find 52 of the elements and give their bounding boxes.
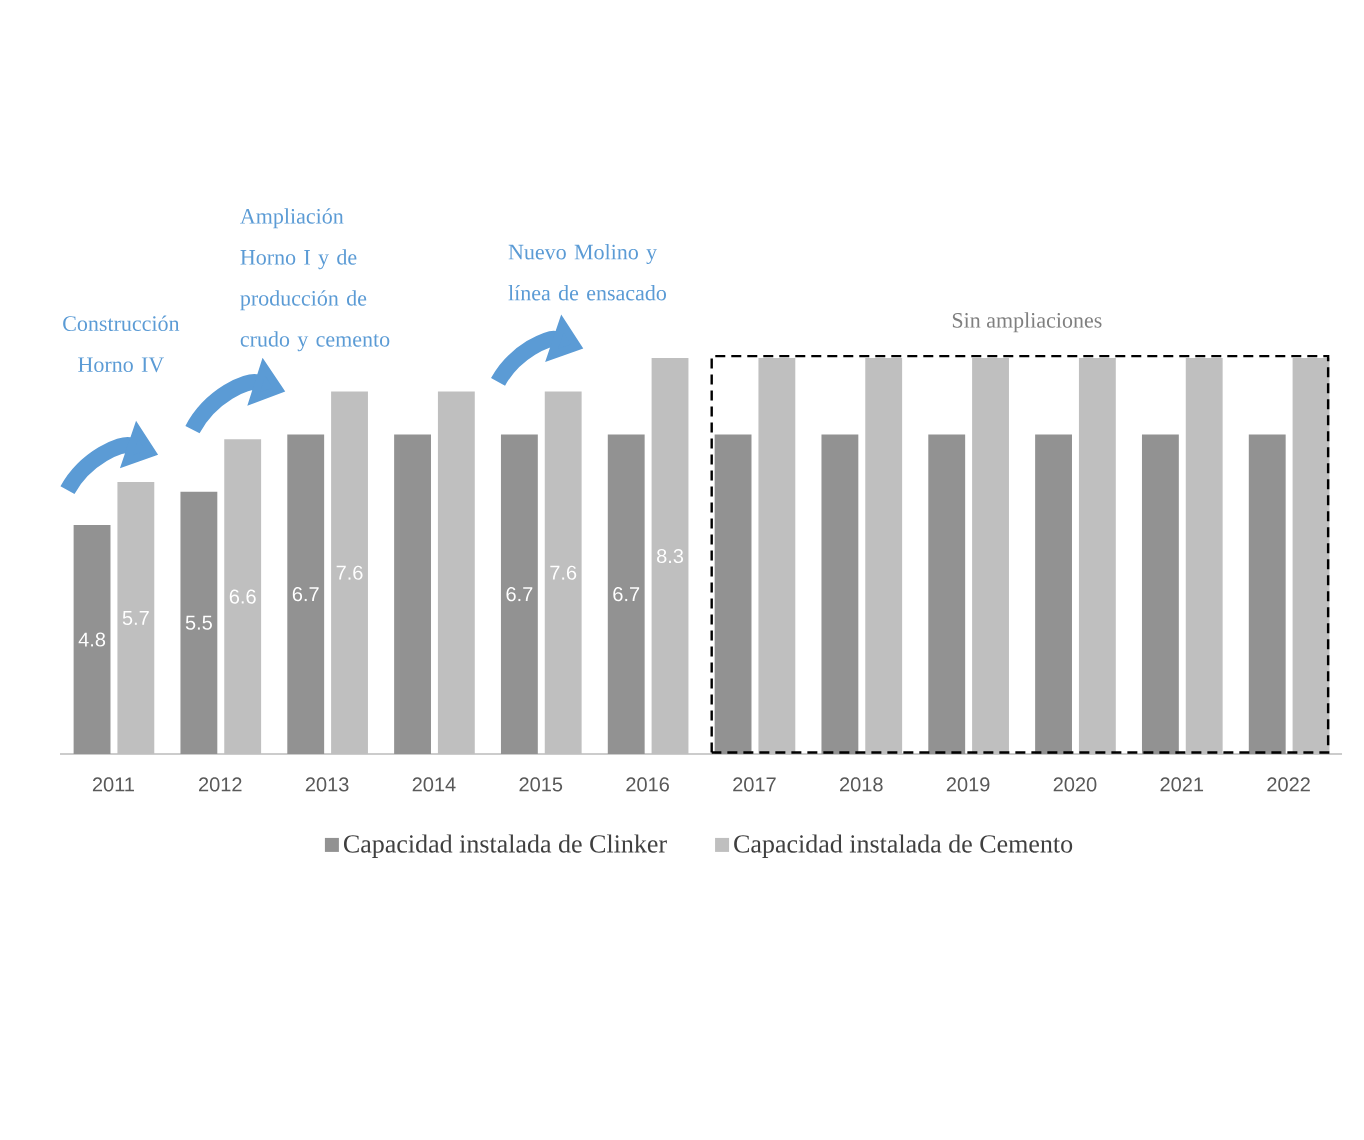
x-tick-label: 2012 bbox=[199, 777, 242, 792]
data-label: 5.5 bbox=[185, 615, 212, 630]
bar bbox=[821, 434, 859, 754]
bar bbox=[331, 391, 368, 754]
bar bbox=[180, 491, 218, 754]
bar bbox=[607, 434, 645, 754]
bar bbox=[73, 525, 111, 754]
text: Nuevo Molino y línea de ensacado bbox=[508, 244, 667, 301]
bar bbox=[437, 391, 475, 754]
data-label: 6.7 bbox=[292, 587, 319, 602]
bar bbox=[117, 482, 155, 754]
text: Ampliación Horno I y de producción de crudo y cemento bbox=[240, 208, 390, 352]
data-label: 7.6 bbox=[336, 565, 363, 580]
bar bbox=[928, 434, 966, 754]
x-tick-label: 2014 bbox=[412, 777, 456, 792]
bar bbox=[714, 434, 752, 754]
x-tick-label: 2013 bbox=[305, 777, 349, 792]
bar bbox=[500, 434, 538, 754]
data-label: 6.7 bbox=[506, 587, 533, 602]
data-label: 6.7 bbox=[613, 587, 640, 602]
data-label: 7.6 bbox=[550, 565, 577, 580]
x-tick-label: 2018 bbox=[840, 777, 883, 792]
text: Sin ampliaciones bbox=[952, 312, 1102, 333]
data-label: 8.3 bbox=[657, 548, 684, 564]
legend-label: Capacidad instalada de Cemento bbox=[734, 834, 1073, 858]
bar bbox=[972, 358, 1009, 754]
x-tick-label: 2017 bbox=[733, 777, 776, 792]
x-tick-label: 2015 bbox=[519, 777, 563, 792]
x-tick-label: 2020 bbox=[1053, 777, 1097, 792]
data-label: 4.8 bbox=[78, 632, 106, 647]
bar bbox=[1292, 358, 1330, 754]
x-tick-label: 2019 bbox=[946, 777, 990, 792]
x-tick-label: 2022 bbox=[1267, 777, 1310, 792]
x-tick-label: 2021 bbox=[1160, 777, 1204, 792]
bar bbox=[1248, 434, 1286, 754]
legend-label: Capacidad instalada de Clinker bbox=[343, 834, 667, 858]
bar bbox=[1141, 434, 1179, 754]
bar bbox=[865, 358, 903, 754]
bar bbox=[544, 391, 582, 754]
bar bbox=[1185, 358, 1223, 754]
bar bbox=[287, 434, 325, 754]
bar bbox=[394, 434, 431, 754]
bar bbox=[651, 358, 689, 754]
bar bbox=[758, 358, 796, 754]
bar bbox=[1035, 434, 1072, 754]
data-label: 5.7 bbox=[122, 611, 149, 626]
annotation: Construcción Horno IV bbox=[63, 315, 180, 373]
bar bbox=[224, 439, 262, 754]
x-tick-label: 2011 bbox=[92, 777, 134, 792]
data-label: 6.6 bbox=[229, 589, 256, 604]
x-tick-label: 2016 bbox=[626, 777, 669, 792]
bar bbox=[1078, 358, 1116, 754]
